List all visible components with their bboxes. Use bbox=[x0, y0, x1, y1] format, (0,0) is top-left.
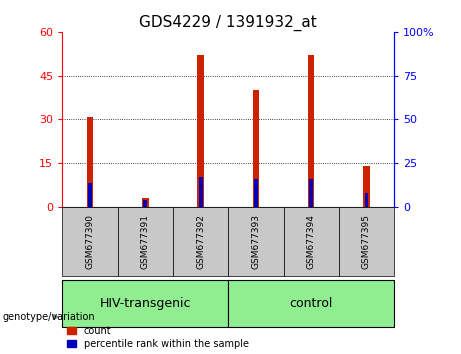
Bar bbox=[118, 207, 173, 276]
Bar bbox=[254, 179, 258, 207]
Bar bbox=[228, 207, 284, 276]
Text: GSM677391: GSM677391 bbox=[141, 214, 150, 269]
Legend: count, percentile rank within the sample: count, percentile rank within the sample bbox=[67, 326, 248, 349]
Text: HIV-transgenic: HIV-transgenic bbox=[100, 297, 191, 310]
Bar bbox=[309, 179, 313, 207]
Text: GSM677392: GSM677392 bbox=[196, 214, 205, 269]
Text: control: control bbox=[290, 297, 333, 310]
Bar bbox=[228, 280, 394, 327]
Bar bbox=[88, 183, 92, 207]
Title: GDS4229 / 1391932_at: GDS4229 / 1391932_at bbox=[139, 14, 317, 30]
Bar bbox=[143, 200, 147, 207]
Text: GSM677390: GSM677390 bbox=[85, 214, 95, 269]
Bar bbox=[253, 90, 259, 207]
Text: GSM677393: GSM677393 bbox=[251, 214, 260, 269]
Bar bbox=[363, 166, 370, 207]
Bar bbox=[308, 55, 314, 207]
Bar bbox=[62, 207, 118, 276]
Bar bbox=[365, 193, 368, 207]
Bar bbox=[197, 55, 204, 207]
Bar bbox=[87, 116, 93, 207]
Bar bbox=[339, 207, 394, 276]
Text: GSM677394: GSM677394 bbox=[307, 214, 316, 269]
Bar bbox=[173, 207, 228, 276]
Bar bbox=[199, 177, 202, 207]
Bar bbox=[62, 280, 228, 327]
Text: genotype/variation: genotype/variation bbox=[2, 312, 95, 322]
Bar bbox=[142, 198, 148, 207]
Bar bbox=[284, 207, 339, 276]
Text: GSM677395: GSM677395 bbox=[362, 214, 371, 269]
